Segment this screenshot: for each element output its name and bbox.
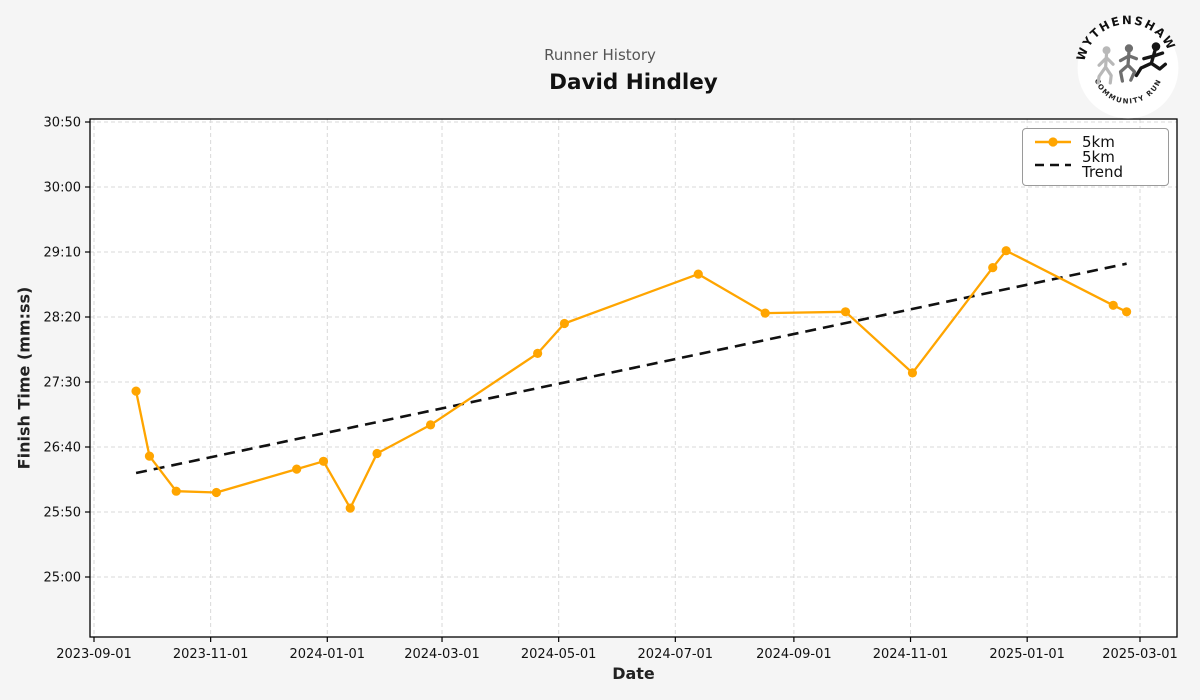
x-tick-label: 2024-05-01 [521,647,597,662]
data-point-marker [1122,307,1132,317]
data-point-marker [693,269,703,279]
dashed-line-swatch-icon [1035,163,1071,167]
y-tick-label: 30:50 [44,116,81,131]
x-tick-label: 2025-01-01 [989,647,1065,662]
sprinting-runner-icon [1134,42,1168,78]
wythenshawe-community-run-logo: WYTHENSHAWE COMMUNITY RUN [1072,12,1179,119]
x-tick-label: 2024-07-01 [638,647,714,662]
plot-border [89,118,1178,638]
x-tick-label: 2024-01-01 [290,647,366,662]
plot-area [90,119,1177,637]
y-tick-label: 27:30 [44,376,81,391]
legend-label-5km-trend: 5km Trend [1082,148,1124,181]
y-axis-label: Finish Time (mm:ss) [14,286,34,470]
x-tick-label: 2023-09-01 [56,647,132,662]
trend-line [135,262,1127,475]
x-tick-label: 2024-03-01 [404,647,480,662]
x-tick-label: 2024-09-01 [756,647,832,662]
x-tick-label: 2024-11-01 [873,647,949,662]
data-point-marker [988,263,998,273]
data-point-marker [318,456,329,466]
line-marker-swatch-icon [1035,137,1071,147]
y-tick-label: 26:40 [44,441,81,456]
y-tick-label: 28:20 [44,311,81,326]
walking-runner-icon [1096,46,1115,85]
x-tick-label: 2025-03-01 [1102,647,1178,662]
data-point-marker [372,448,382,459]
data-point-marker [760,308,770,318]
logo-badge-circle [1077,17,1179,119]
data-point-marker [425,420,436,430]
figure-subtitle: Runner History [544,46,656,64]
legend-item-5km-trend: 5km Trend [1033,150,1158,180]
legend-label-5km: 5km [1082,132,1115,151]
x-tick-label: 2023-11-01 [173,647,249,662]
data-point-marker [907,368,918,378]
legend-item-5km: 5km [1033,134,1158,150]
x-axis-label: Date [612,664,655,683]
y-tick-label: 25:00 [44,571,81,586]
y-tick-label: 25:50 [44,506,81,521]
data-point-marker [533,348,543,358]
data-point-marker [1108,300,1118,310]
data-point-marker [1001,246,1011,256]
data-point-marker [144,451,155,461]
data-point-marker [840,307,851,317]
page-title: David Hindley [549,70,718,95]
data-point-marker [171,486,181,496]
chart-legend: 5km 5km Trend [1022,128,1169,186]
jogging-runner-icon [1118,44,1139,83]
y-tick-label: 30:00 [44,181,81,196]
data-point-marker [559,318,570,329]
data-point-marker [345,503,355,513]
data-point-marker [211,487,221,498]
data-point-marker [292,464,302,474]
y-tick-label: 29:10 [44,246,81,261]
data-point-marker [131,386,141,396]
